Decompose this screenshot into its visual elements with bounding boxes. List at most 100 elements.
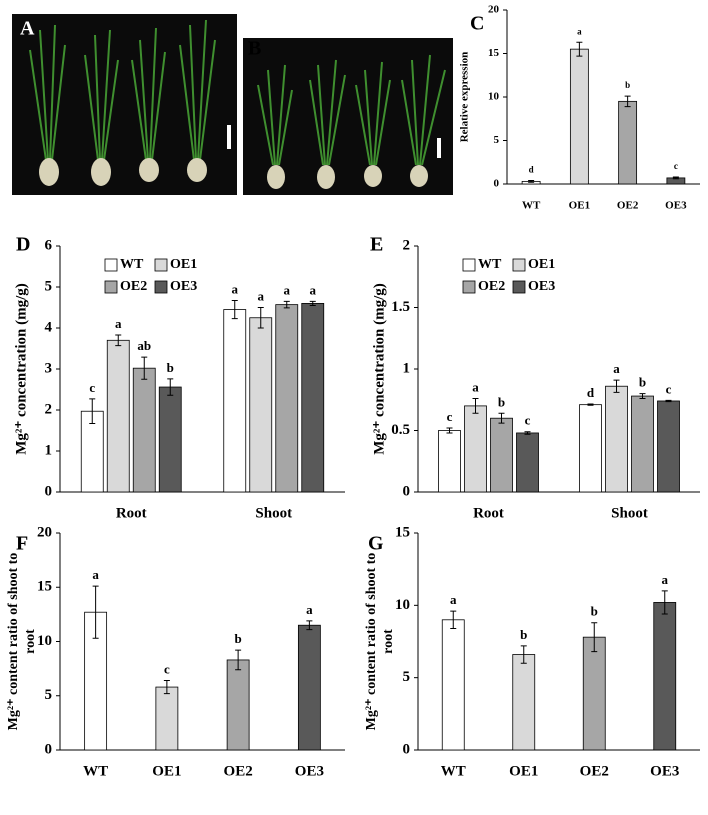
legend-swatch bbox=[512, 258, 526, 272]
error-bar bbox=[446, 427, 453, 434]
panel-label: F bbox=[16, 533, 28, 555]
bar bbox=[297, 624, 321, 751]
legend-swatch bbox=[154, 258, 168, 272]
error-bar bbox=[141, 356, 148, 380]
x-tick-label: WT bbox=[522, 200, 541, 212]
significance-letter: a bbox=[472, 380, 479, 395]
y-tick-label: 15 bbox=[395, 524, 410, 540]
significance-letter: a bbox=[310, 282, 317, 297]
error-bar bbox=[672, 176, 679, 180]
roots bbox=[39, 158, 207, 186]
error-bar bbox=[306, 620, 313, 631]
y-tick-label: 0 bbox=[494, 178, 500, 190]
y-tick-label: 0 bbox=[45, 483, 53, 499]
y-axis-label: Mg²⁺ concentration (mg/g) bbox=[13, 283, 29, 455]
y-axis-label: Relative expression bbox=[459, 52, 471, 143]
y-tick-label: 5 bbox=[45, 687, 53, 703]
legend-label: OE1 bbox=[528, 257, 555, 272]
legend-swatch bbox=[462, 258, 476, 272]
bar bbox=[275, 304, 299, 493]
plants bbox=[257, 54, 446, 166]
bar bbox=[490, 417, 513, 493]
y-axis-label: root bbox=[23, 629, 38, 654]
x-tick-label: Root bbox=[473, 505, 504, 521]
bar bbox=[512, 654, 536, 751]
legend-label: WT bbox=[120, 257, 144, 272]
error-bar bbox=[624, 95, 631, 108]
legend-swatch bbox=[462, 280, 476, 294]
x-tick-label: Shoot bbox=[255, 505, 292, 521]
error-bar bbox=[309, 300, 316, 306]
error-bar bbox=[257, 307, 264, 329]
error-bar bbox=[661, 590, 668, 615]
bar bbox=[618, 100, 638, 185]
significance-letter: d bbox=[587, 385, 595, 400]
error-bar bbox=[92, 585, 99, 639]
bar bbox=[155, 686, 179, 751]
error-bar bbox=[167, 378, 174, 396]
y-tick-label: 4 bbox=[45, 319, 53, 335]
scale-bar bbox=[437, 138, 441, 158]
bar bbox=[579, 404, 602, 493]
y-tick-label: 15 bbox=[37, 579, 52, 595]
legend-swatch bbox=[104, 258, 118, 272]
y-tick-label: 1 bbox=[403, 360, 411, 376]
panel-label: G bbox=[368, 533, 384, 555]
y-axis-label: root bbox=[381, 629, 396, 654]
significance-letter: c bbox=[674, 161, 678, 171]
error-bar bbox=[498, 412, 505, 424]
error-bar bbox=[528, 180, 535, 183]
significance-letter: c bbox=[666, 381, 672, 396]
y-tick-label: 20 bbox=[488, 4, 500, 16]
bar bbox=[106, 339, 130, 493]
error-bar bbox=[283, 300, 290, 309]
significance-letter: a bbox=[92, 567, 99, 582]
significance-letter: b bbox=[591, 604, 598, 619]
bar bbox=[464, 405, 487, 493]
significance-letter: b bbox=[235, 631, 242, 646]
bar bbox=[249, 317, 273, 493]
y-tick-label: 2 bbox=[45, 401, 53, 417]
significance-letter: b bbox=[639, 375, 646, 390]
legend-label: OE2 bbox=[120, 279, 147, 294]
legend-swatch bbox=[512, 280, 526, 294]
y-axis-label: Mg²⁺ concentration (mg/g) bbox=[371, 283, 387, 455]
y-tick-label: 20 bbox=[37, 524, 52, 540]
x-tick-label: OE2 bbox=[580, 763, 609, 779]
bar bbox=[516, 432, 539, 493]
error-bar bbox=[89, 398, 96, 425]
significance-letter: c bbox=[164, 662, 170, 677]
error-bar bbox=[520, 645, 527, 664]
legend-label: WT bbox=[478, 257, 502, 272]
y-tick-label: 5 bbox=[403, 669, 411, 685]
bar bbox=[631, 395, 654, 493]
legend-label: OE3 bbox=[528, 279, 555, 294]
y-tick-label: 1.5 bbox=[391, 299, 410, 315]
significance-letter: b bbox=[625, 80, 630, 90]
x-tick-label: Shoot bbox=[611, 505, 648, 521]
significance-letter: a bbox=[577, 26, 582, 36]
significance-letter: a bbox=[284, 282, 291, 297]
significance-letter: b bbox=[498, 394, 505, 409]
y-tick-label: 10 bbox=[395, 597, 410, 613]
bar bbox=[223, 309, 247, 493]
panel-label: E bbox=[370, 234, 383, 256]
y-tick-label: 15 bbox=[488, 47, 500, 59]
panel-label: D bbox=[16, 234, 30, 256]
significance-letter: a bbox=[306, 602, 313, 617]
panel-label: B bbox=[248, 38, 261, 60]
photo-b: B bbox=[243, 38, 453, 195]
bar bbox=[438, 430, 461, 493]
x-tick-label: OE2 bbox=[617, 200, 639, 212]
legend-label: OE2 bbox=[478, 279, 505, 294]
panel-label: C bbox=[470, 13, 484, 35]
plants bbox=[29, 19, 216, 161]
bar bbox=[582, 636, 606, 751]
significance-letter: a bbox=[450, 592, 457, 607]
x-tick-label: WT bbox=[441, 763, 466, 779]
error-bar bbox=[231, 300, 238, 320]
significance-letter: b bbox=[520, 627, 527, 642]
